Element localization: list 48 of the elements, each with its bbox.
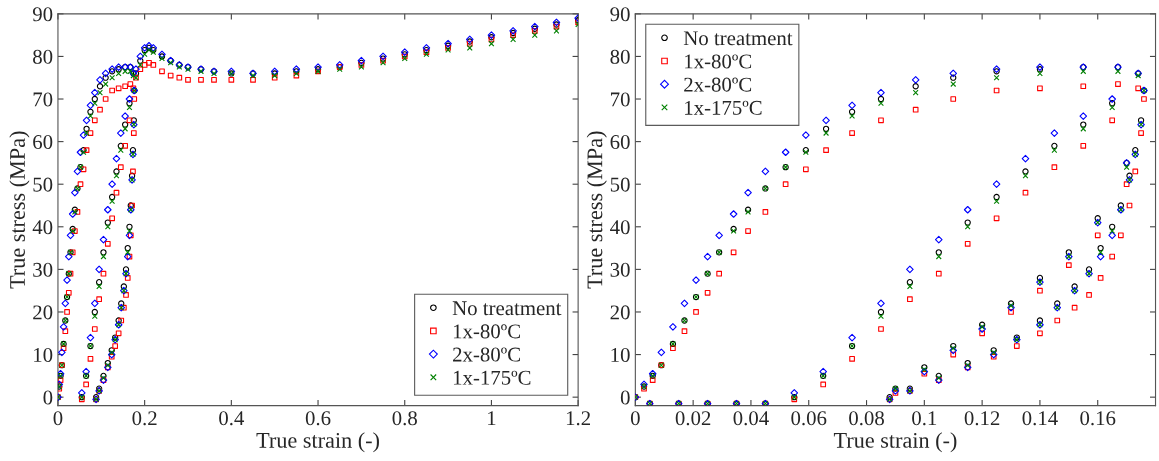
legend-label: 2x-80ºC — [453, 347, 520, 362]
legend-label: No treatment — [683, 31, 793, 46]
legend-label: 1x-175ºC — [685, 100, 762, 115]
x-tick-label: 0.8 — [392, 411, 417, 426]
x-tick-label: 0.14 — [1022, 411, 1058, 426]
y-axis-title: True stress (MPa) — [9, 131, 30, 289]
y-tick-label: 90 — [32, 7, 53, 22]
x-tick-label: 0.08 — [849, 411, 884, 426]
y-axis-title: True stress (MPa) — [586, 131, 607, 289]
y-tick-label: 80 — [33, 49, 53, 64]
y-tick-label: 0 — [43, 390, 53, 405]
legend-label: No treatment — [452, 301, 562, 316]
y-tick-label: 10 — [611, 347, 630, 362]
y-tick-label: 60 — [33, 134, 53, 150]
x-axis-title: True strain (-) — [256, 432, 379, 453]
y-tick-label: 90 — [610, 7, 630, 22]
x-tick-label: 0.12 — [964, 411, 1000, 426]
x-tick-label: 1.2 — [566, 411, 590, 426]
y-tick-label: 70 — [611, 92, 630, 107]
x-tick-label: 0.1 — [912, 411, 937, 426]
y-tick-label: 80 — [610, 49, 630, 64]
y-tick-label: 20 — [33, 305, 53, 320]
y-tick-label: 40 — [32, 220, 53, 235]
legend-label: 1x-80ºC — [453, 324, 520, 339]
legend-label: 1x-80ºC — [685, 54, 752, 69]
y-tick-label: 30 — [610, 262, 630, 277]
y-tick-label: 40 — [610, 220, 630, 235]
x-tick-label: 0 — [53, 411, 63, 426]
y-tick-label: 10 — [34, 347, 53, 362]
y-tick-label: 50 — [33, 177, 53, 192]
x-tick-label: 0 — [630, 411, 640, 426]
x-tick-label: 0.2 — [132, 411, 157, 426]
y-tick-label: 30 — [33, 262, 53, 277]
y-tick-label: 60 — [610, 134, 630, 150]
legend-label: 1x-175ºC — [453, 370, 531, 385]
x-tick-label: 0.4 — [219, 411, 245, 426]
y-tick-label: 0 — [620, 390, 630, 405]
x-tick-label: 1 — [488, 411, 496, 425]
y-tick-label: 70 — [33, 92, 53, 107]
x-tick-label: 0.16 — [1080, 411, 1116, 426]
x-tick-label: 0.6 — [305, 411, 331, 426]
y-tick-label: 50 — [610, 177, 630, 192]
x-tick-label: 0.02 — [675, 411, 711, 426]
legend-label: 2x-80ºC — [684, 77, 752, 92]
x-tick-label: 0.04 — [733, 411, 769, 426]
y-tick-label: 20 — [610, 305, 630, 320]
x-tick-label: 0.06 — [791, 411, 827, 426]
x-axis-title: True strain (-) — [833, 432, 957, 453]
